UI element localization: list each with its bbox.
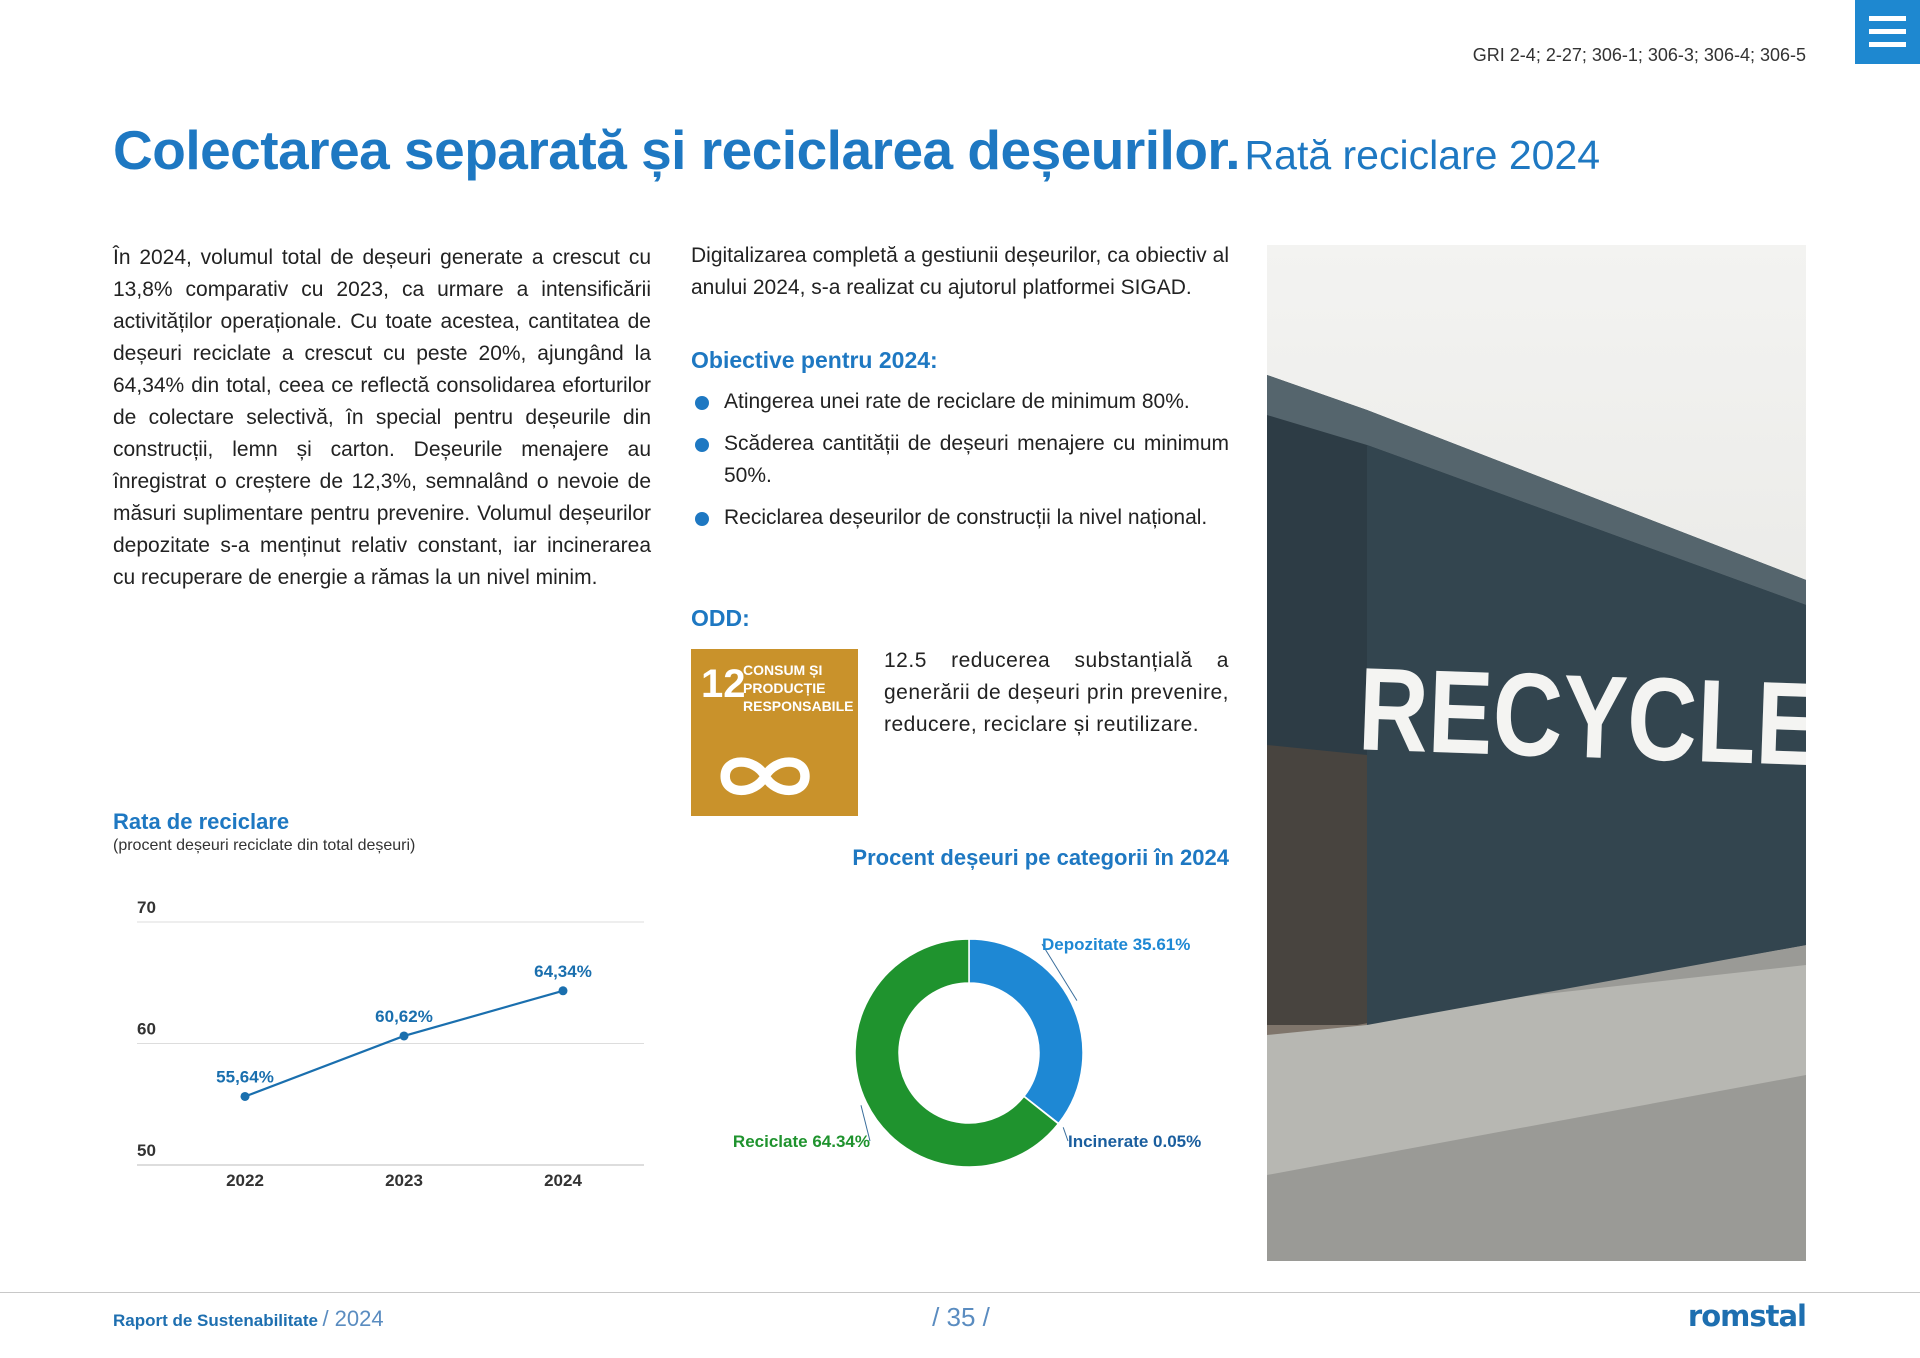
y-tick-label: 60: [137, 1020, 156, 1039]
sdg-label: CONSUM ȘI: [743, 662, 822, 678]
sdg-icon: 12 CONSUM ȘI PRODUCȚIE RESPONSABILE: [691, 649, 858, 816]
data-label: 64,34%: [534, 962, 592, 981]
leader-line: [1062, 1127, 1069, 1142]
page-title: Colectarea separată și reciclarea deșeur…: [113, 118, 1600, 182]
donut-segment: [854, 938, 1060, 1168]
chart-subtitle: (procent deșeuri reciclate din total deș…: [113, 837, 415, 854]
gri-codes: GRI 2-4; 2-27; 306-1; 306-3; 306-4; 306-…: [1472, 45, 1806, 65]
objectives-heading: Obiective pentru 2024:: [691, 347, 938, 373]
data-point: [399, 1031, 409, 1041]
title-sub: Rată reciclare 2024: [1244, 132, 1601, 178]
x-tick-label: 2022: [226, 1171, 264, 1190]
value-label: 35.61%: [1133, 935, 1191, 954]
donut-label: Incinerate 0.05%: [1068, 1132, 1201, 1151]
chart-title: Rata de reciclare: [113, 809, 289, 834]
chart-title: Procent deșeuri pe categorii în 2024: [852, 845, 1229, 870]
data-point: [558, 986, 568, 996]
x-tick-label: 2023: [385, 1171, 423, 1190]
photo: RECYCLE: [1267, 245, 1806, 1261]
photo-text: RECYCLE: [1356, 642, 1806, 790]
sdg-label: PRODUCȚIE: [743, 680, 825, 696]
footer-report: Raport de Sustenabilitate / 2024: [113, 1306, 384, 1332]
leader-line: [1041, 943, 1078, 1001]
odd-text: 12.5 reducerea substanțială a generării …: [884, 649, 1229, 736]
objectives-list: Atingerea unei rate de reciclare de mini…: [691, 386, 1229, 544]
report-year: / 2024: [322, 1306, 384, 1331]
y-tick-label: 50: [137, 1141, 156, 1160]
donut-label: Reciclate 64.34%: [733, 1132, 870, 1151]
value-label: 64.34%: [812, 1132, 870, 1151]
logo: romstal: [1687, 1299, 1807, 1333]
objective-item: Reciclarea deșeurilor de construcții la …: [691, 502, 1229, 534]
data-point: [240, 1091, 250, 1101]
donut-segment: [968, 938, 1084, 1125]
digital-paragraph: Digitalizarea completă a gestiunii deșeu…: [691, 244, 1229, 299]
sdg-number: 12: [701, 662, 746, 706]
infinity-symbol: [720, 757, 810, 795]
objective-item: Scăderea cantității de deșeuri menajere …: [691, 428, 1229, 492]
donut-label: Depozitate 35.61%: [1042, 935, 1190, 954]
report-name: Raport de Sustenabilitate: [113, 1311, 318, 1330]
y-tick-label: 70: [137, 898, 156, 917]
category-label: Depozitate: [1042, 935, 1128, 954]
menu-button[interactable]: [1855, 0, 1920, 64]
category-label: Incinerate: [1068, 1132, 1148, 1151]
data-label: 60,62%: [375, 1007, 433, 1026]
page-number: / 35 /: [932, 1302, 990, 1332]
footer-rule: [0, 1292, 1920, 1293]
x-tick-label: 2024: [544, 1171, 582, 1190]
value-label: 0.05%: [1153, 1132, 1201, 1151]
sdg-label: RESPONSABILE: [743, 698, 853, 714]
intro-paragraph: În 2024, volumul total de deșeuri genera…: [113, 246, 651, 589]
category-label: Reciclate: [733, 1132, 808, 1151]
data-label: 55,64%: [216, 1067, 274, 1086]
objective-item: Atingerea unei rate de reciclare de mini…: [691, 386, 1229, 418]
title-main: Colectarea separată și reciclarea deșeur…: [113, 119, 1241, 181]
odd-heading: ODD:: [691, 605, 750, 631]
leader-line: [860, 1105, 871, 1142]
